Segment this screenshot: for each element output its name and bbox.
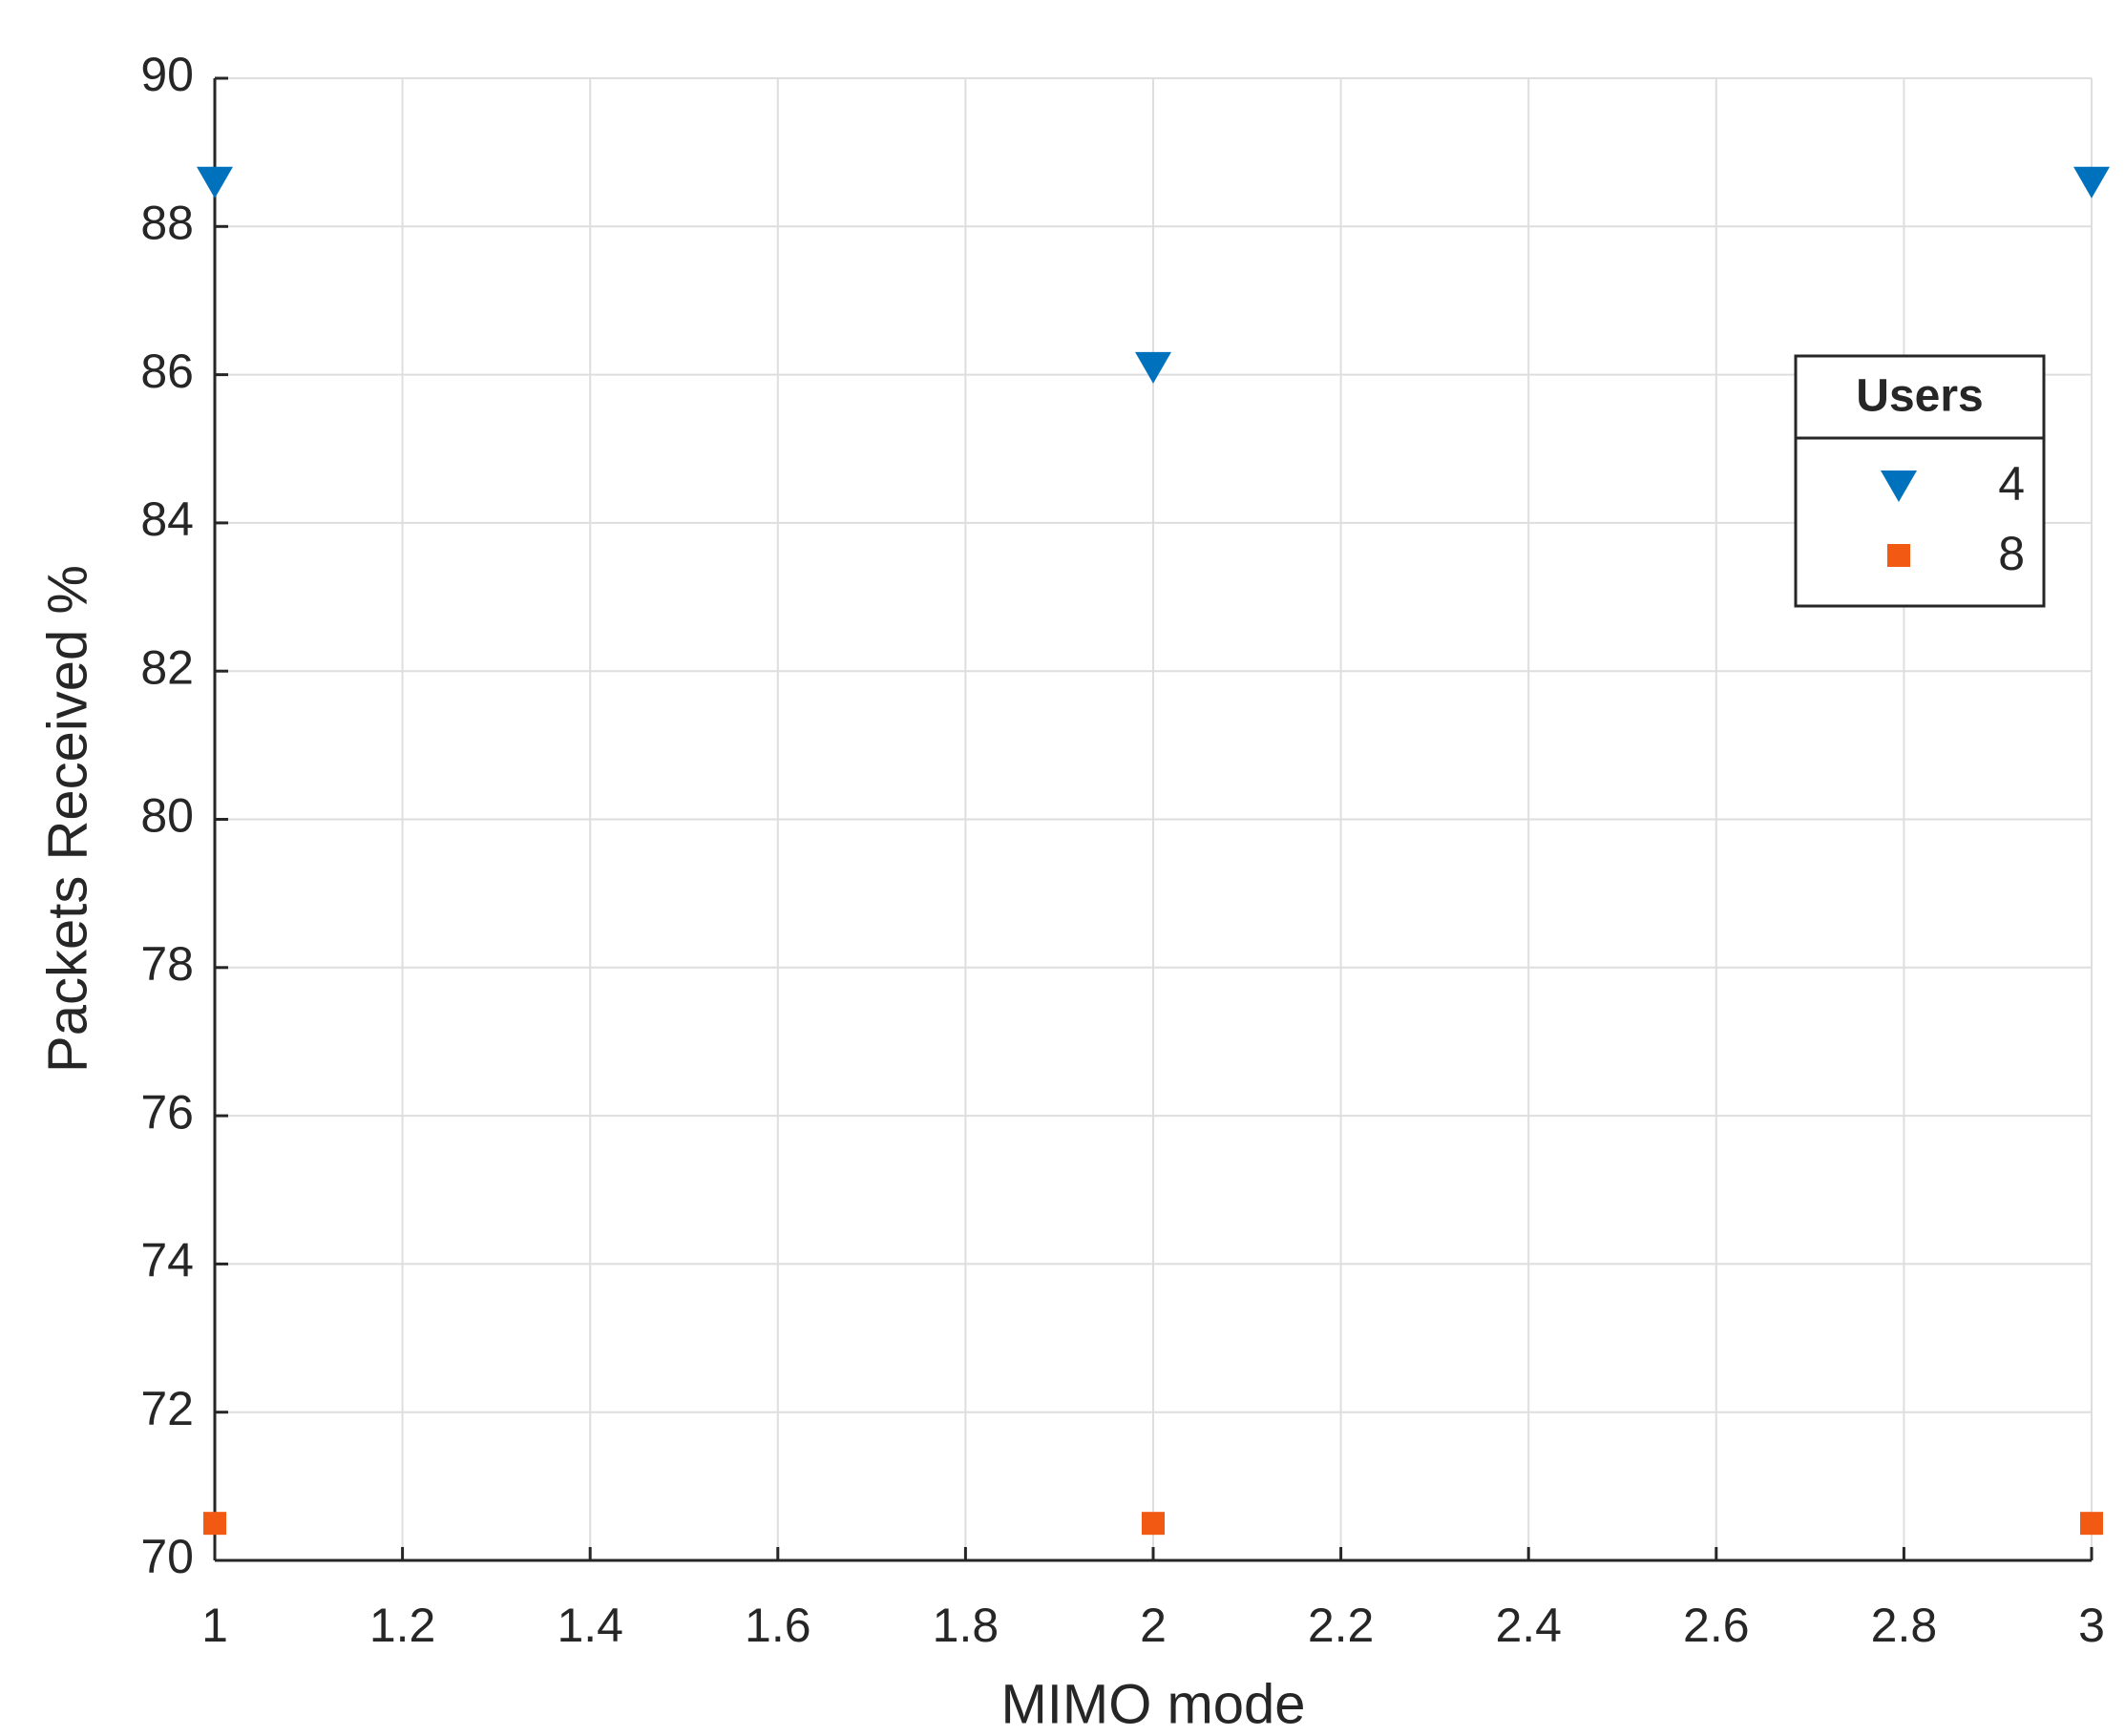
y-tick-label: 84 xyxy=(140,492,194,546)
y-tick-label: 88 xyxy=(140,197,194,250)
y-axis-label: Packets Received % xyxy=(36,565,98,1073)
y-tick-label: 74 xyxy=(140,1234,194,1287)
y-tick-label: 76 xyxy=(140,1085,194,1139)
marker xyxy=(1135,351,1171,384)
x-tick-label: 1.2 xyxy=(369,1599,436,1652)
y-tick-label: 82 xyxy=(140,640,194,694)
x-tick-label: 1 xyxy=(201,1599,228,1652)
marker xyxy=(2080,1512,2103,1536)
x-tick-label: 2.2 xyxy=(1308,1599,1375,1652)
legend-box xyxy=(1794,354,2046,608)
marker xyxy=(2073,166,2110,199)
legend-title: Users xyxy=(1856,371,1983,422)
x-tick-label: 1.8 xyxy=(933,1599,999,1652)
marker xyxy=(1142,1512,1165,1536)
x-tick-label: 2 xyxy=(1140,1599,1167,1652)
y-tick-label: 80 xyxy=(140,789,194,843)
y-tick-label: 78 xyxy=(140,937,194,991)
x-tick-label: 2.6 xyxy=(1683,1599,1750,1652)
legend-label: 8 xyxy=(1998,527,2025,580)
x-tick-label: 1.4 xyxy=(557,1599,623,1652)
y-tick-label: 86 xyxy=(140,345,194,398)
y-tick-label: 90 xyxy=(140,48,194,101)
marker xyxy=(1887,544,1910,567)
y-tick-label: 70 xyxy=(140,1530,194,1583)
marker xyxy=(203,1512,226,1536)
x-axis-label: MIMO mode xyxy=(1000,1673,1305,1735)
x-tick-label: 1.6 xyxy=(745,1599,811,1652)
marker xyxy=(1881,471,1917,502)
legend-label: 4 xyxy=(1998,457,2025,511)
x-tick-label: 2.4 xyxy=(1495,1599,1562,1652)
y-tick-label: 72 xyxy=(140,1382,194,1435)
x-tick-label: 2.8 xyxy=(1871,1599,1938,1652)
x-tick-label: 3 xyxy=(2078,1599,2105,1652)
marker xyxy=(197,166,233,199)
